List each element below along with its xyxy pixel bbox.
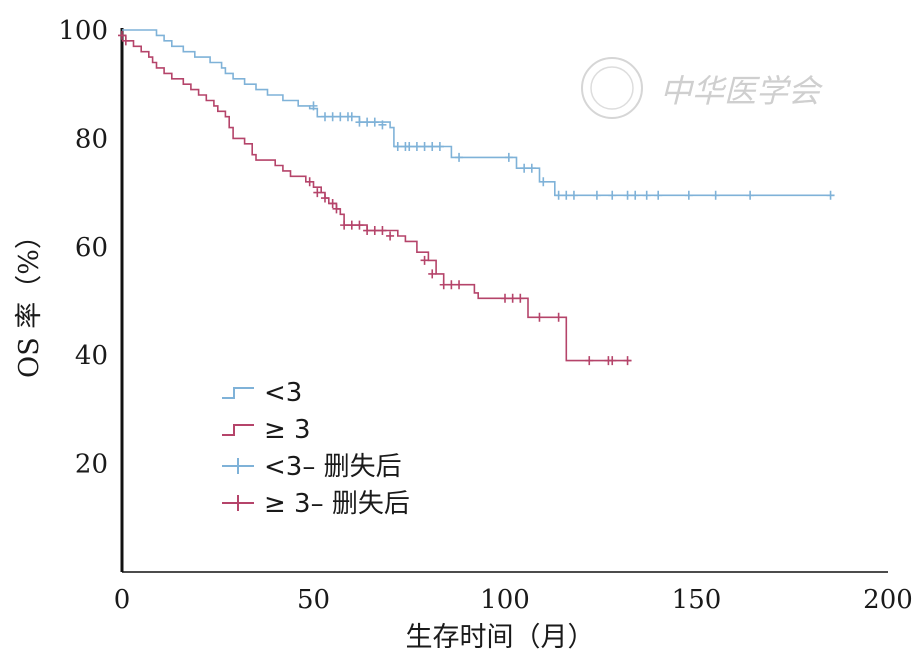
- censor-mark: [631, 190, 640, 200]
- censor-mark: [378, 120, 387, 130]
- censor-mark: [554, 312, 563, 322]
- censor-mark: [654, 190, 663, 200]
- series-1: [118, 30, 632, 366]
- censor-mark: [684, 190, 693, 200]
- censor-mark: [554, 190, 563, 200]
- legend-censor-swatch: [222, 495, 254, 511]
- censor-mark: [328, 198, 337, 208]
- censor-mark: [332, 204, 341, 214]
- censor-mark: [393, 142, 402, 152]
- censor-mark: [363, 117, 372, 127]
- censor-mark: [412, 142, 421, 152]
- censor-mark: [608, 356, 617, 366]
- censor-mark: [623, 356, 632, 366]
- censor-mark: [623, 190, 632, 200]
- watermark-seal-inner: [590, 66, 634, 110]
- censor-mark: [746, 190, 755, 200]
- censor-mark: [501, 293, 509, 303]
- censor-mark: [347, 220, 356, 230]
- watermark-text: 中华医学会: [660, 72, 823, 110]
- censor-mark: [428, 142, 437, 152]
- legend-label: ≥ 3: [264, 415, 311, 445]
- censor-mark: [447, 280, 456, 290]
- legend-censor-swatch: [222, 458, 254, 474]
- legend-item: <3: [222, 378, 302, 408]
- legend-label: <3– 删失后: [264, 452, 402, 482]
- y-axis-title: OS 率（%）: [14, 222, 45, 378]
- censor-mark: [455, 152, 464, 162]
- censor-mark: [562, 190, 571, 200]
- legend-label: <3: [264, 378, 302, 408]
- censor-mark: [328, 112, 337, 122]
- censor-mark: [516, 293, 525, 303]
- censor-mark: [508, 293, 517, 303]
- censor-mark: [355, 117, 364, 127]
- legend-label: ≥ 3– 删失后: [264, 489, 410, 519]
- censor-mark: [585, 356, 594, 366]
- legend-item: <3– 删失后: [222, 452, 402, 482]
- censor-mark: [439, 280, 448, 290]
- x-tick-label: 200: [863, 585, 913, 615]
- censor-mark: [313, 188, 322, 198]
- y-tick-label: 40: [75, 341, 108, 371]
- series-0: [122, 29, 835, 200]
- x-tick-label: 150: [672, 585, 722, 615]
- censor-mark: [592, 190, 601, 200]
- y-tick-label: 100: [58, 16, 108, 46]
- x-tick-label: 50: [297, 585, 330, 615]
- legend-step-swatch: [222, 424, 254, 436]
- x-tick-label: 0: [114, 585, 131, 615]
- censor-mark: [118, 30, 126, 40]
- censor-mark: [347, 112, 356, 122]
- censor-mark: [608, 190, 617, 200]
- watermark: 中华医学会: [581, 57, 823, 119]
- censor-mark: [355, 220, 364, 230]
- x-tick-label: 100: [480, 585, 530, 615]
- censor-mark: [569, 190, 578, 200]
- censor-mark: [340, 220, 349, 230]
- censor-mark: [520, 163, 529, 173]
- censor-mark: [370, 226, 379, 236]
- censor-mark: [370, 117, 379, 127]
- censor-mark: [527, 163, 536, 173]
- censor-mark: [535, 312, 544, 322]
- series-line: [122, 34, 632, 362]
- y-tick-label: 80: [75, 124, 108, 154]
- axes: [120, 28, 888, 573]
- censor-mark: [378, 226, 387, 236]
- censor-mark: [539, 177, 548, 187]
- censor-mark: [363, 226, 372, 236]
- series-line: [122, 29, 835, 197]
- censor-mark: [420, 142, 429, 152]
- censor-mark: [386, 231, 395, 241]
- censor-mark: [309, 101, 318, 111]
- censor-mark: [826, 190, 835, 200]
- censor-mark: [121, 36, 130, 46]
- censor-mark: [504, 152, 513, 162]
- watermark-seal: [581, 57, 643, 119]
- censor-mark: [336, 112, 345, 122]
- legend-step-swatch: [222, 387, 254, 399]
- legend-item: ≥ 3– 删失后: [222, 489, 410, 519]
- censor-mark: [320, 112, 329, 122]
- censor-mark: [435, 142, 444, 152]
- legend-item: ≥ 3: [222, 415, 311, 445]
- y-tick-label: 20: [75, 450, 108, 480]
- censor-mark: [711, 190, 720, 200]
- y-tick-label: 60: [75, 233, 108, 263]
- x-axis-title: 生存时间（月）: [406, 622, 595, 653]
- censor-mark: [455, 280, 464, 290]
- censor-mark: [305, 177, 314, 187]
- censor-mark: [642, 190, 651, 200]
- censor-mark: [405, 142, 414, 152]
- censor-mark: [320, 193, 329, 203]
- censor-mark: [420, 255, 429, 265]
- censor-mark: [428, 269, 437, 279]
